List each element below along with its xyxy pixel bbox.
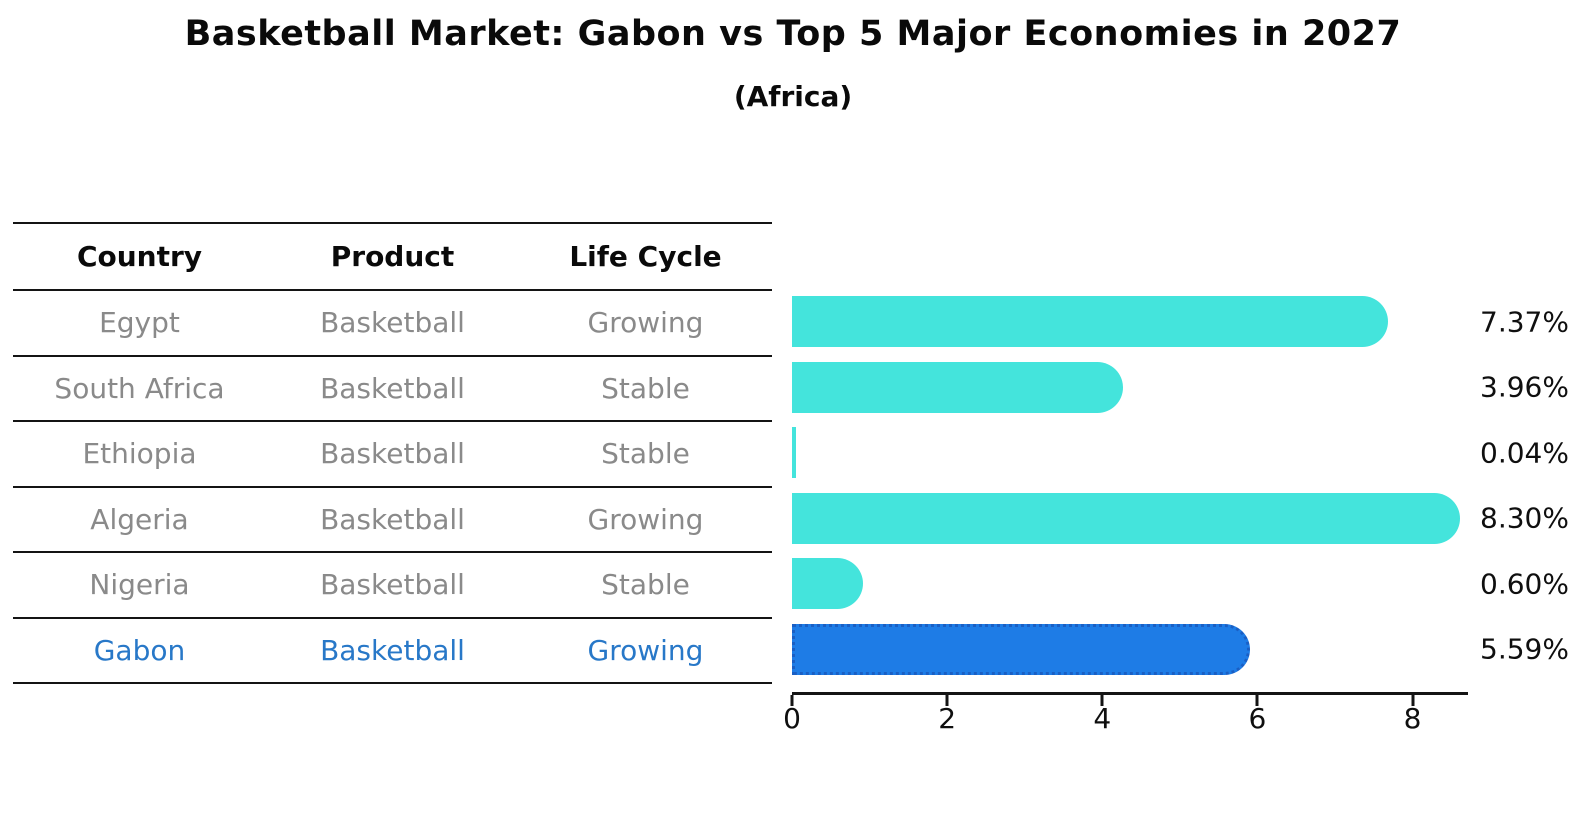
x-tick-label: 6 [1248,702,1267,735]
table-cell-country: South Africa [54,371,225,405]
table-cell-life-cycle: Growing [587,306,704,340]
table-cell-country: Nigeria [89,568,190,602]
table-cell-life-cycle: Growing [587,502,704,536]
table-cell-product: Basketball [320,568,465,602]
table-cell-product: Basketball [320,306,465,340]
table-cell-product: Basketball [320,437,465,471]
table-row: Ethiopia Basketball Stable [13,420,772,486]
table-cell-country: Ethiopia [82,437,197,471]
bar-highlight [792,623,1250,675]
bar-value-label: 0.60% [1480,567,1569,601]
bar [792,558,863,610]
table-row: Gabon Basketball Growing [13,616,772,683]
table-header-row: Country Product Life Cycle [13,222,772,289]
x-tick-mark [1100,695,1104,706]
table-cell-country: Algeria [90,502,189,536]
x-tick-label: 0 [783,702,801,735]
x-tick-label: 8 [1403,702,1422,735]
table-cell-life-cycle: Stable [601,371,690,405]
chart-title: Basketball Market: Gabon vs Top 5 Major … [184,14,1402,54]
table-header-cell: Product [330,240,455,273]
x-tick-mark [1255,695,1259,706]
table-cell-country: Gabon [93,633,186,667]
bar [792,492,1460,544]
table-cell-life-cycle: Stable [601,437,690,471]
bar-value-label: 0.04% [1480,436,1569,470]
table-body: Egypt Basketball Growing South Africa Basket… [13,289,772,682]
table-header-cell: Life Cycle [569,240,722,273]
bar-value-label: 3.96% [1480,370,1569,404]
table-bottom-rule [13,682,772,684]
bar [792,296,1388,348]
table-cell-life-cycle: Growing [587,633,704,667]
table-cell-country: Egypt [99,306,180,340]
chart-subtitle: (Africa) [733,80,853,113]
x-tick-label: 4 [1093,702,1112,735]
x-tick-label: 2 [938,702,957,735]
table-row: Nigeria Basketball Stable [13,551,772,617]
table-cell-life-cycle: Stable [601,568,690,602]
table-row: South Africa Basketball Stable [13,354,772,421]
table-row: Algeria Basketball Growing [13,485,772,552]
bar-value-label: 5.59% [1480,632,1569,666]
bar-value-label: 8.30% [1480,501,1569,535]
x-tick-mark [1411,695,1415,706]
bar [792,427,796,479]
table-cell-product: Basketball [320,371,465,405]
table-cell-product: Basketball [320,633,465,667]
table-header-cell: Country [76,240,203,273]
bar-value-label: 7.37% [1480,305,1569,339]
x-tick-mark [945,695,949,706]
bar [792,361,1124,413]
table-cell-product: Basketball [320,502,465,536]
country-table: Country Product Life Cycle Egypt Basketball… [13,222,772,684]
x-axis-line [792,692,1468,695]
table-row: Egypt Basketball Growing [13,289,772,355]
x-tick-mark [790,695,794,706]
